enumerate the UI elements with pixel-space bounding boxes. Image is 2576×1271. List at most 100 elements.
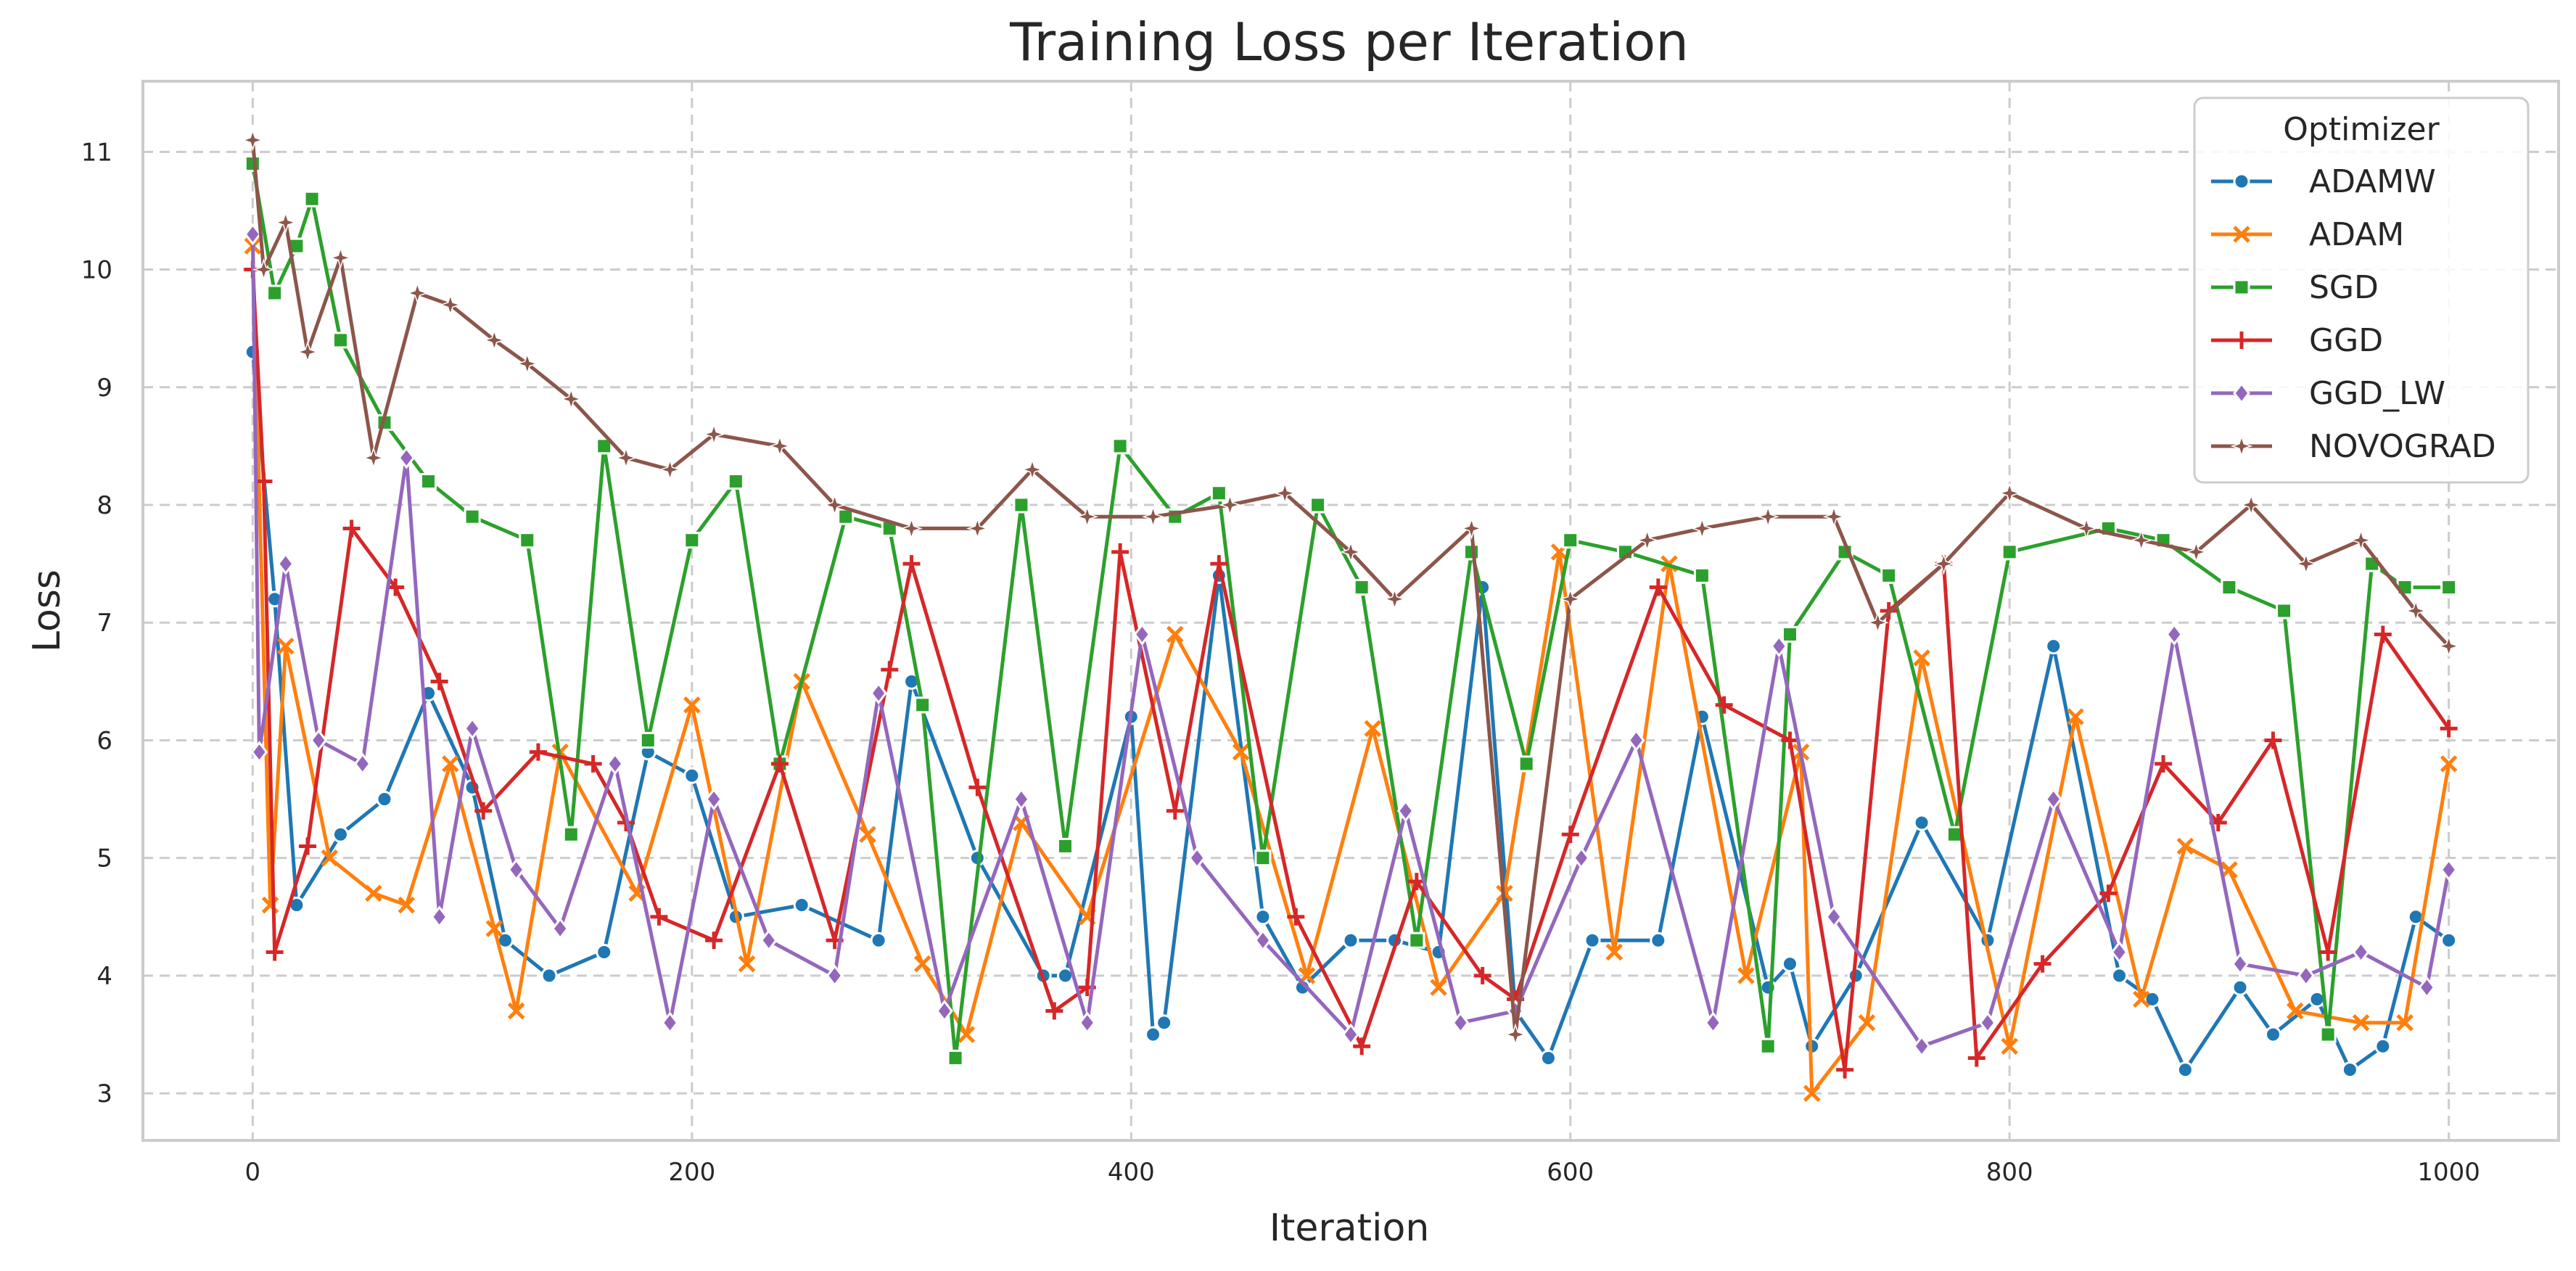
data-point-novograd	[2239, 493, 2263, 517]
data-point-adamw	[1539, 1049, 1557, 1066]
data-point-ggd	[1287, 908, 1305, 926]
data-point-adam	[1858, 1014, 1876, 1032]
y-tick-label: 10	[81, 256, 112, 285]
data-point-adamw	[1145, 1026, 1162, 1043]
y-tick-label: 9	[96, 374, 112, 403]
data-point-adam	[277, 637, 295, 655]
legend-item-sgd: SGD	[2211, 269, 2379, 306]
series-sgd	[244, 155, 2458, 1066]
data-point-ggd	[1045, 1002, 1063, 1020]
data-point-adam	[2133, 990, 2150, 1008]
data-point-ggd	[650, 908, 668, 926]
series-line-adam	[250, 246, 2451, 1095]
data-point-adam	[913, 955, 931, 973]
y-tick-label: 6	[96, 726, 112, 755]
data-point-sgd	[332, 332, 349, 349]
x-axis-title: Iteration	[1270, 1206, 1430, 1250]
data-point-ggd-lw	[2110, 940, 2128, 963]
data-point-adam	[1737, 967, 1755, 984]
data-point-adamw	[2111, 967, 2128, 984]
data-point-ggd	[1715, 696, 1733, 714]
data-point-adam	[2001, 1037, 2018, 1055]
data-point-ggd-lw	[1979, 1011, 1996, 1035]
data-point-sgd	[2276, 602, 2293, 620]
data-point-adamw	[1342, 931, 1359, 949]
data-point-adam	[365, 884, 382, 902]
data-point-ggd-lw	[244, 223, 262, 246]
legend-label: GGD_LW	[2309, 375, 2445, 412]
legend-label: GGD	[2309, 322, 2383, 359]
data-point-sgd	[2440, 579, 2458, 596]
data-point-ggd	[1166, 802, 1184, 820]
legend-item-adamw: ADAMW	[2211, 163, 2436, 200]
data-point-ggd	[968, 778, 987, 797]
data-point-ggd-lw	[2165, 622, 2184, 646]
data-point-adam	[2176, 837, 2194, 855]
data-point-novograd	[768, 435, 791, 458]
data-point-ggd-lw	[276, 552, 295, 575]
legend-box	[2193, 96, 2530, 484]
data-point-sgd	[519, 532, 536, 549]
data-point-adamw	[1781, 955, 1798, 973]
data-point-ggd-lw	[1627, 728, 1645, 752]
series-layer	[241, 128, 2461, 1102]
data-point-adamw	[376, 791, 393, 808]
data-point-novograd	[1504, 1023, 1527, 1046]
data-point-adam	[507, 1002, 525, 1020]
data-point-ggd	[770, 754, 789, 773]
data-point-ggd-lw	[1342, 1023, 1359, 1046]
data-point-sgd	[2001, 543, 2018, 561]
data-point-novograd	[1756, 505, 1779, 528]
data-point-sgd	[1210, 485, 1227, 502]
data-point-adam	[2221, 861, 2238, 879]
data-point-ggd-lw	[826, 964, 844, 987]
data-point-ggd-lw	[507, 858, 525, 881]
data-point-sgd	[683, 532, 701, 549]
data-point-ggd	[266, 943, 284, 961]
data-point-novograd	[1339, 540, 1362, 564]
data-point-novograd	[702, 423, 725, 446]
data-point-ggd-lw	[1396, 799, 1415, 823]
y-tick-label: 4	[96, 962, 112, 991]
x-tick-label: 400	[1108, 1158, 1155, 1187]
data-point-ggd	[2264, 731, 2282, 749]
data-point-adamw	[1584, 931, 1601, 949]
data-point-novograd	[241, 128, 264, 152]
data-point-ggd-lw	[1572, 847, 1590, 870]
data-point-ggd	[1353, 1037, 1371, 1056]
legend-marker-sgd	[2233, 279, 2250, 296]
data-point-novograd	[296, 340, 319, 363]
data-point-ggd-lw	[1704, 1011, 1722, 1035]
legend-label: ADAM	[2309, 216, 2404, 253]
data-point-sgd	[1880, 567, 1898, 584]
x-tick-labels: 0 200 400 600 800 1000	[245, 1158, 2480, 1187]
legend-marker-ggd-lw	[2233, 382, 2250, 405]
data-point-ggd	[2319, 943, 2337, 961]
data-point-ggd-lw	[2044, 788, 2062, 811]
data-point-ggd	[1210, 555, 1228, 573]
data-point-adam	[1605, 943, 1624, 961]
data-point-adam	[1913, 649, 1930, 667]
data-point-adamw	[2374, 1037, 2392, 1055]
series-ggd-lw	[244, 223, 2458, 1058]
data-point-adam	[859, 826, 876, 843]
data-point-adam	[683, 696, 701, 714]
data-point-adam	[958, 1026, 975, 1043]
data-point-sgd	[1056, 837, 1074, 855]
data-point-adamw	[2440, 931, 2458, 949]
data-point-novograd	[362, 446, 385, 469]
data-point-novograd	[1219, 493, 1241, 517]
data-point-ggd-lw	[1825, 905, 1843, 929]
data-point-adam	[1364, 720, 1382, 737]
data-point-adamw	[1913, 814, 1930, 831]
x-tick-label: 800	[1986, 1158, 2033, 1187]
data-point-sgd	[1013, 496, 1030, 514]
data-point-ggd	[2374, 625, 2392, 643]
data-point-adamw	[1156, 1014, 1173, 1032]
data-point-adamw	[332, 826, 349, 843]
series-line-ggd	[250, 269, 2451, 1072]
data-point-novograd	[516, 352, 539, 375]
x-tick-label: 200	[668, 1158, 715, 1187]
data-point-adam	[1430, 979, 1447, 996]
data-point-adam	[442, 755, 459, 773]
